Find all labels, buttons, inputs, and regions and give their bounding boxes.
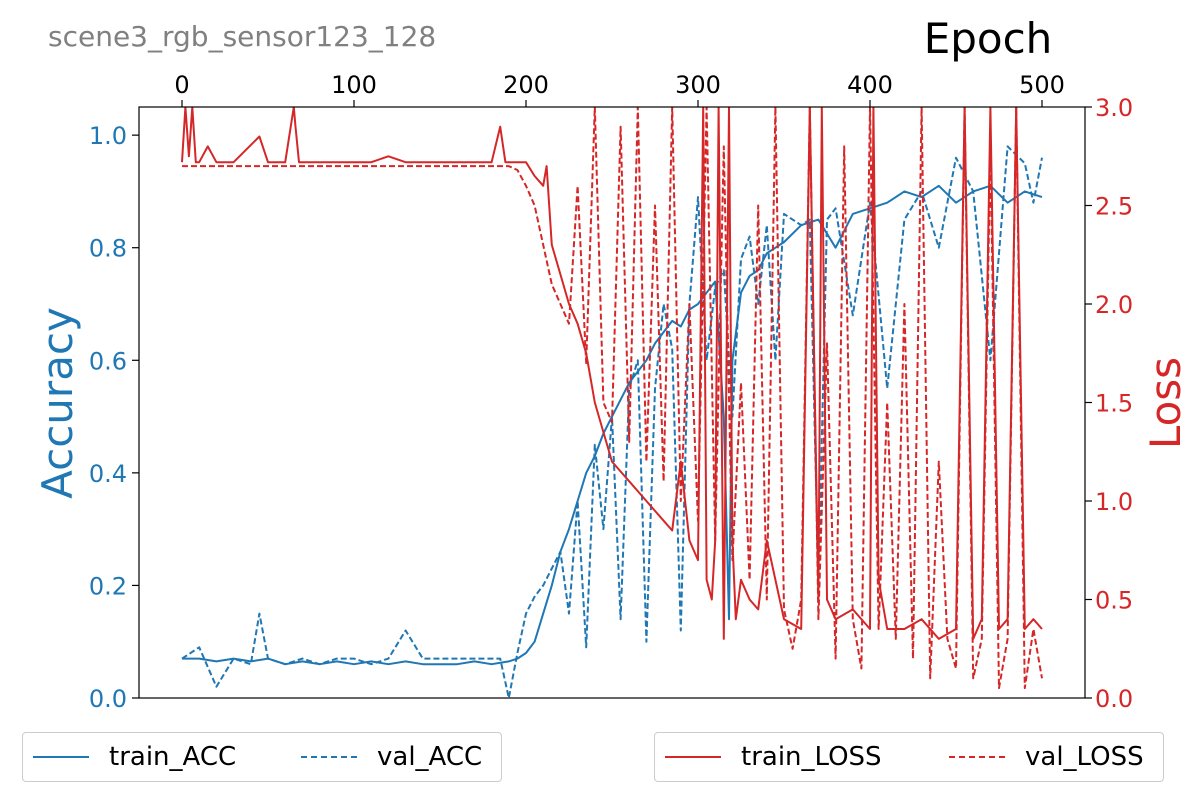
legend-loss: train_LOSS val_LOSS [654, 732, 1164, 782]
x-tick-label: 0 [174, 71, 189, 99]
y-left-tick-label: 0.2 [89, 572, 127, 600]
x-tick-label: 100 [331, 71, 377, 99]
y-left-tick-label: 0.8 [89, 235, 127, 263]
train-acc-line [182, 184, 1043, 666]
y-right-tick-label: 2.5 [1095, 193, 1133, 221]
y-right-tick-label: 0.0 [1095, 685, 1133, 713]
val-loss-line [182, 107, 1043, 690]
y-right-tick-label: 0.5 [1095, 587, 1133, 615]
legend-swatch-solid [33, 756, 89, 758]
y-axis-label-left: Accuracy [33, 307, 82, 499]
y-right-tick-label: 3.0 [1095, 94, 1133, 122]
y-right-tick-label: 2.0 [1095, 291, 1133, 319]
legend-swatch-dashed [949, 756, 1005, 758]
legend-item-train-loss: train_LOSS [665, 733, 882, 781]
legend-item-val-acc: val_ACC [301, 733, 482, 781]
x-tick-label: 400 [847, 71, 893, 99]
legend-swatch-dashed [301, 756, 357, 758]
axes-layer: 0 100 200 300 400 500 0.0 0.2 0.4 0.6 0.8 1.0 0.0 0.5… [89, 71, 1133, 713]
y-left-tick-label: 1.0 [89, 122, 127, 150]
x-tick-label: 300 [675, 71, 721, 99]
y-left-tick-label: 0.4 [89, 460, 127, 488]
legend-label: train_LOSS [741, 742, 882, 772]
legend-item-val-loss: val_LOSS [949, 733, 1144, 781]
legend-label: train_ACC [109, 742, 237, 772]
y-axis-label-right: Loss [1141, 357, 1190, 449]
legend-item-train-acc: train_ACC [33, 733, 236, 781]
legend-swatch-solid [665, 756, 721, 758]
y-left-tick-label: 0.0 [89, 685, 127, 713]
x-tick-label: 200 [503, 71, 549, 99]
x-tick-label: 500 [1019, 71, 1065, 99]
y-left-tick-label: 0.6 [89, 347, 127, 375]
y-right-tick-label: 1.5 [1095, 390, 1133, 418]
legend-label: val_LOSS [1025, 742, 1144, 772]
legend-label: val_ACC [377, 742, 483, 772]
series-layer [181, 107, 1043, 698]
y-right-tick-label: 1.0 [1095, 488, 1133, 516]
x-axis-label: Epoch [924, 14, 1053, 63]
val-acc-line [181, 145, 1043, 698]
train-loss-line [181, 107, 1043, 640]
legend-accuracy: train_ACC val_ACC [22, 732, 502, 782]
chart-title: scene3_rgb_sensor123_128 [48, 20, 436, 53]
